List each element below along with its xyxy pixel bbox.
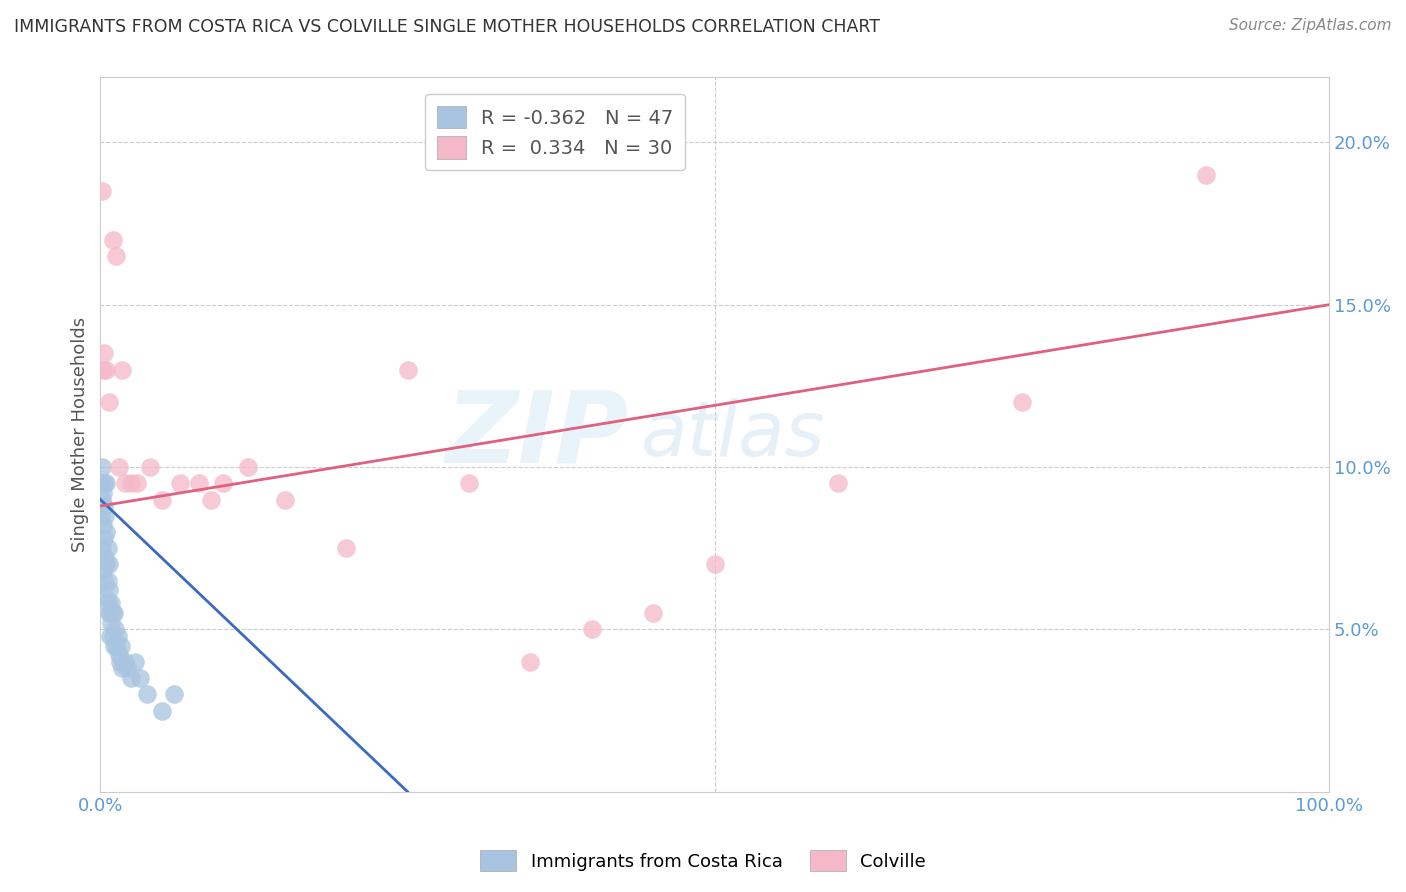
Point [90, 476, 112, 491]
Point [97, 606, 120, 620]
Point [100, 596, 122, 610]
Point [104, 623, 127, 637]
Point [94, 590, 117, 604]
Point [97, 541, 120, 556]
Text: ZIP: ZIP [446, 386, 628, 483]
Point [97, 395, 120, 409]
Point [93, 574, 115, 588]
Point [138, 460, 160, 475]
Point [108, 655, 131, 669]
Point [98, 629, 121, 643]
Point [150, 704, 173, 718]
Point [103, 606, 125, 620]
Point [1011, 395, 1033, 409]
Point [111, 362, 134, 376]
Point [643, 606, 665, 620]
Point [96, 524, 118, 539]
Point [458, 476, 481, 491]
Point [120, 476, 142, 491]
Point [396, 362, 419, 376]
Point [96, 476, 118, 491]
Point [114, 476, 136, 491]
Point [93, 476, 115, 491]
Point [519, 655, 541, 669]
Point [127, 476, 149, 491]
Point [581, 623, 603, 637]
Point [90, 184, 112, 198]
Text: IMMIGRANTS FROM COSTA RICA VS COLVILLE SINGLE MOTHER HOUSEHOLDS CORRELATION CHAR: IMMIGRANTS FROM COSTA RICA VS COLVILLE S… [14, 18, 880, 36]
Point [91, 460, 114, 475]
Point [93, 532, 115, 546]
Text: Source: ZipAtlas.com: Source: ZipAtlas.com [1229, 18, 1392, 33]
Point [100, 615, 122, 630]
Point [236, 460, 259, 475]
Point [90, 508, 112, 523]
Point [94, 508, 117, 523]
Point [187, 476, 209, 491]
Point [93, 499, 115, 513]
Point [101, 629, 124, 643]
Point [101, 606, 124, 620]
Point [703, 558, 725, 572]
Point [91, 362, 114, 376]
Point [91, 541, 114, 556]
Legend: R = -0.362   N = 47, R =  0.334   N = 30: R = -0.362 N = 47, R = 0.334 N = 30 [425, 95, 685, 170]
Point [96, 362, 118, 376]
Point [91, 518, 114, 533]
Point [101, 233, 124, 247]
Point [163, 687, 186, 701]
Point [91, 564, 114, 578]
Point [150, 492, 173, 507]
Text: atlas: atlas [641, 398, 825, 472]
Point [97, 596, 120, 610]
Point [124, 655, 146, 669]
Point [111, 661, 134, 675]
Point [90, 492, 112, 507]
Point [335, 541, 357, 556]
Point [107, 460, 129, 475]
Point [212, 476, 235, 491]
Point [97, 558, 120, 572]
Point [96, 558, 118, 572]
Point [93, 346, 115, 360]
Point [97, 574, 120, 588]
Point [200, 492, 222, 507]
Point [107, 648, 129, 663]
Point [97, 583, 120, 598]
Point [103, 639, 125, 653]
Point [169, 476, 191, 491]
Point [136, 687, 159, 701]
Y-axis label: Single Mother Households: Single Mother Households [72, 317, 89, 552]
Point [273, 492, 295, 507]
Point [114, 655, 136, 669]
Point [105, 639, 128, 653]
Point [105, 249, 128, 263]
Point [117, 661, 139, 675]
Point [120, 671, 142, 685]
Point [110, 639, 132, 653]
Point [827, 476, 849, 491]
Point [98, 606, 121, 620]
Point [1195, 168, 1218, 182]
Point [128, 671, 150, 685]
Legend: Immigrants from Costa Rica, Colville: Immigrants from Costa Rica, Colville [472, 843, 934, 879]
Point [94, 550, 117, 565]
Point [107, 629, 129, 643]
Point [91, 486, 114, 500]
